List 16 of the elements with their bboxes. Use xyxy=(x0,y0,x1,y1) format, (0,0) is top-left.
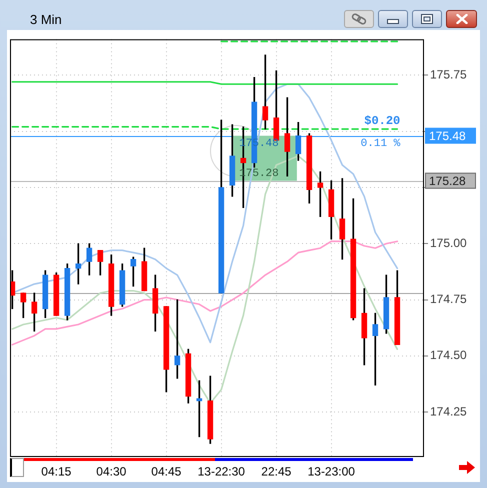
y-tick-label: 174.75 xyxy=(430,292,468,306)
x-tick-label: 13-23:00 xyxy=(308,464,356,479)
annotation: $0.20 xyxy=(364,114,400,128)
y-tick-label: 175.00 xyxy=(430,236,468,250)
y-tick-label: 175.75 xyxy=(430,67,468,82)
x-tick-label: 04:30 xyxy=(96,464,127,479)
ref-line-label: 175.48 xyxy=(429,129,466,144)
x-tick-label: 22:45 xyxy=(261,464,292,479)
y-tick-label: 174.25 xyxy=(430,404,468,418)
x-tick-label: 04:15 xyxy=(41,464,72,479)
chart-title: 3 Min xyxy=(30,12,62,27)
x-tick-label: 13-22:30 xyxy=(198,464,246,479)
x-tick-label: 04:45 xyxy=(151,464,182,479)
annotation: 0.11 % xyxy=(360,138,401,150)
y-tick-label: 174.50 xyxy=(430,348,468,362)
ref-line-label: 175.28 xyxy=(429,174,466,188)
